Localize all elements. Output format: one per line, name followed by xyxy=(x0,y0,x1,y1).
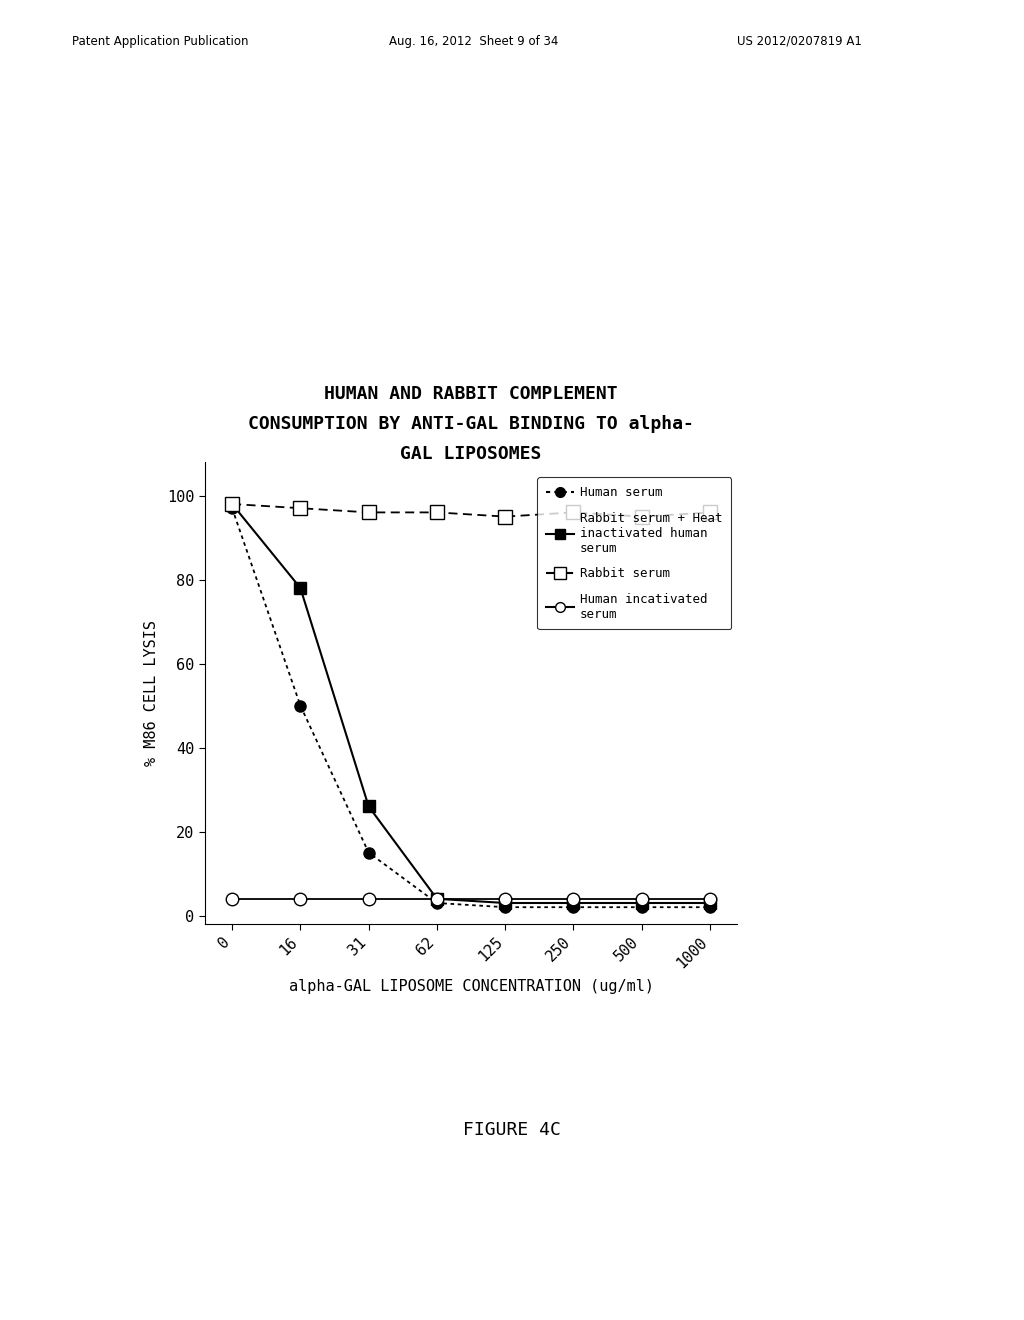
X-axis label: alpha-GAL LIPOSOME CONCENTRATION (ug/ml): alpha-GAL LIPOSOME CONCENTRATION (ug/ml) xyxy=(289,979,653,994)
Text: GAL LIPOSOMES: GAL LIPOSOMES xyxy=(400,445,542,463)
Legend: Human serum, Rabbit serum + Heat
inactivated human
serum, Rabbit serum, Human in: Human serum, Rabbit serum + Heat inactiv… xyxy=(538,478,731,630)
Text: FIGURE 4C: FIGURE 4C xyxy=(463,1121,561,1139)
Text: CONSUMPTION BY ANTI-GAL BINDING TO alpha-: CONSUMPTION BY ANTI-GAL BINDING TO alpha… xyxy=(248,414,694,433)
Text: Aug. 16, 2012  Sheet 9 of 34: Aug. 16, 2012 Sheet 9 of 34 xyxy=(389,34,558,48)
Text: HUMAN AND RABBIT COMPLEMENT: HUMAN AND RABBIT COMPLEMENT xyxy=(325,384,617,403)
Y-axis label: % M86 CELL LYSIS: % M86 CELL LYSIS xyxy=(143,620,159,766)
Text: Patent Application Publication: Patent Application Publication xyxy=(72,34,248,48)
Text: US 2012/0207819 A1: US 2012/0207819 A1 xyxy=(737,34,862,48)
